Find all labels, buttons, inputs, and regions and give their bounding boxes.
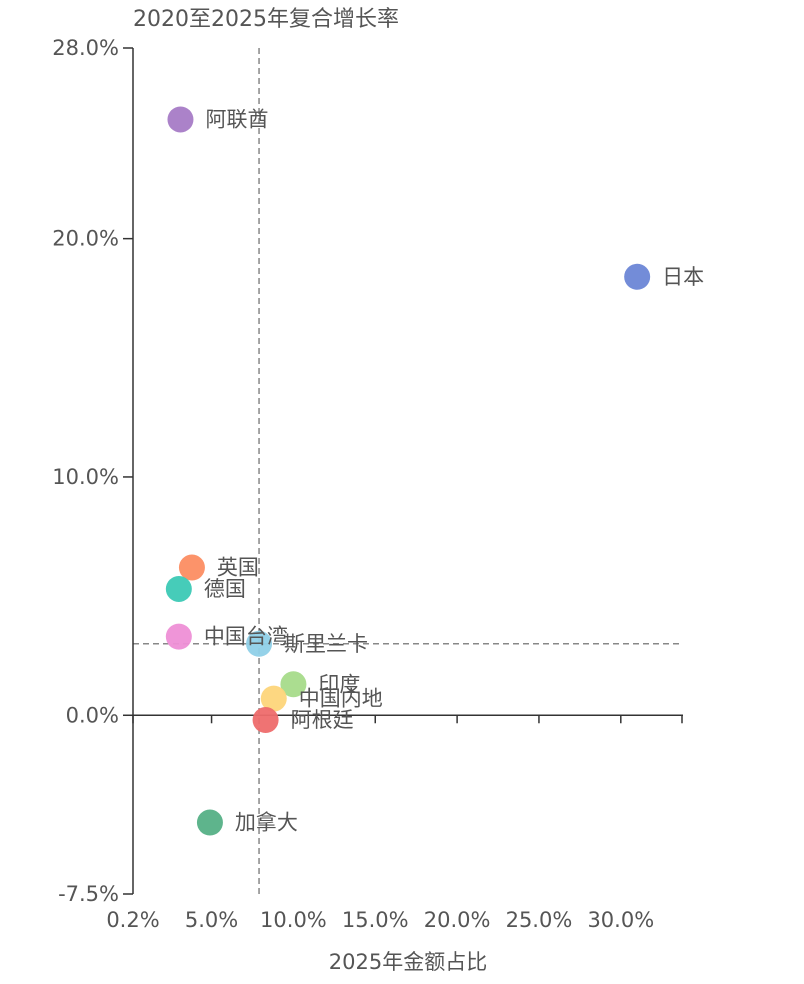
x-tick-label: 5.0% [185, 908, 238, 932]
data-point-label: 英国 [217, 556, 259, 580]
x-tick-label: 20.0% [424, 908, 491, 932]
data-point-label: 阿联酋 [205, 107, 268, 131]
y-tick-label: -7.5% [58, 882, 119, 906]
reference-lines [133, 48, 683, 894]
x-tick-label: 15.0% [342, 908, 409, 932]
x-tick-label: 10.0% [260, 908, 327, 932]
data-point-label: 中国内地 [299, 687, 383, 711]
axes: -7.5% 0.0% 10.0% 20.0% 28.0% 0.2% 5.0% 10.0% 15.… [52, 36, 683, 932]
y-tick-label: 0.0% [66, 703, 119, 727]
chart-title: 2020至2025年复合增长率 [133, 7, 399, 32]
data-point[interactable] [178, 554, 205, 581]
y-tick-label: 28.0% [52, 36, 119, 60]
x-axis-title: 2025年金额占比 [329, 950, 487, 974]
data-point[interactable] [260, 685, 287, 712]
data-point-label: 斯里兰卡 [284, 632, 368, 656]
data-point-label: 日本 [662, 265, 704, 289]
data-point[interactable] [196, 809, 223, 836]
data-point[interactable] [246, 630, 273, 657]
y-tick-label: 20.0% [52, 227, 119, 251]
x-tick-label: 30.0% [587, 908, 654, 932]
data-point-label: 中国台湾 [204, 625, 288, 649]
data-point[interactable] [167, 106, 194, 133]
data-point[interactable] [624, 263, 651, 290]
data-point[interactable] [165, 575, 192, 602]
data-point[interactable] [252, 707, 279, 734]
data-point-label: 印度 [318, 672, 360, 696]
x-tick-label: 25.0% [506, 908, 573, 932]
data-point-label: 阿根廷 [291, 708, 354, 732]
x-tick-label: 0.2% [106, 908, 159, 932]
data-point-label: 加拿大 [235, 811, 298, 835]
y-tick-label: 10.0% [52, 465, 119, 489]
data-point[interactable] [165, 623, 192, 650]
data-point[interactable] [280, 671, 307, 698]
data-point-label: 德国 [204, 577, 246, 601]
